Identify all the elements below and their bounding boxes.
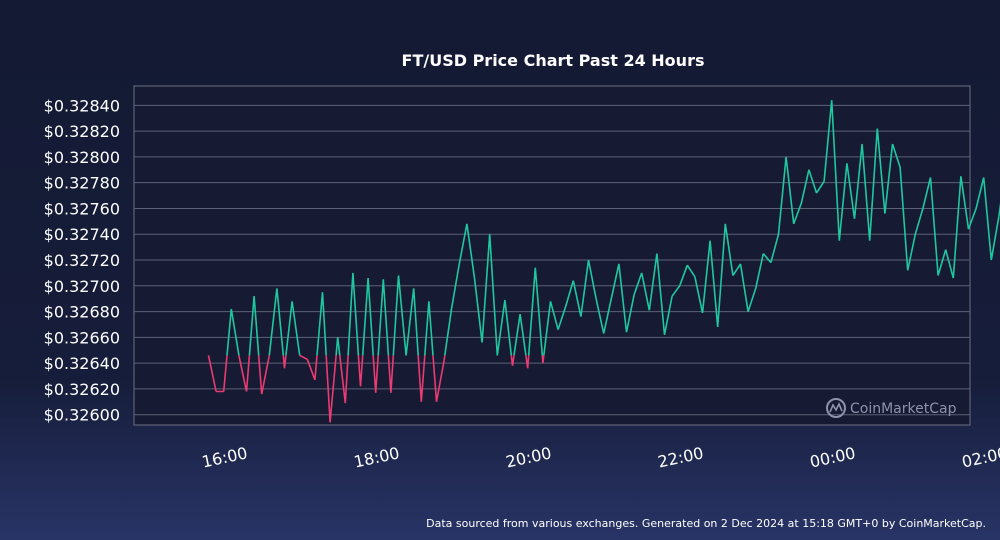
y-tick-label: $0.32760: [44, 199, 120, 218]
y-tick-label: $0.32620: [44, 380, 120, 399]
y-tick-label: $0.32800: [44, 148, 120, 167]
x-tick-label: 18:00: [352, 443, 401, 471]
plot-area: [133, 85, 971, 426]
x-tick-label: 02:00: [960, 443, 1000, 471]
x-tick-label: 22:00: [656, 443, 705, 471]
y-tick-label: $0.32700: [44, 277, 120, 296]
y-axis: $0.32600 $0.32620 $0.32640 $0.32660 $0.32680…: [44, 96, 120, 424]
y-tick-label: $0.32720: [44, 251, 120, 270]
y-tick-label: $0.32820: [44, 122, 120, 141]
price-line-below: [207, 354, 545, 423]
chart-title: FT/USD Price Chart Past 24 Hours: [402, 51, 705, 70]
y-tick-label: $0.32840: [44, 96, 120, 115]
coinmarketcap-logo-icon: [826, 398, 846, 418]
price-series: [207, 100, 1000, 423]
x-tick-label: 20:00: [504, 443, 553, 471]
footer-note: Data sourced from various exchanges. Gen…: [426, 517, 986, 530]
watermark-text: CoinMarketCap: [850, 401, 957, 417]
x-axis: 16:0018:0020:0022:0000:0002:0004:0006:00…: [200, 443, 1000, 471]
coinmarketcap-watermark: CoinMarketCap: [826, 398, 957, 418]
price-line-above: [226, 100, 1000, 356]
y-tick-label: $0.32680: [44, 303, 120, 322]
x-tick-label: 00:00: [808, 443, 857, 471]
x-tick-label: 16:00: [200, 443, 249, 471]
y-tick-label: $0.32660: [44, 328, 120, 347]
y-tick-label: $0.32600: [44, 406, 120, 425]
y-tick-label: $0.32780: [44, 174, 120, 193]
y-tick-label: $0.32740: [44, 225, 120, 244]
y-tick-label: $0.32640: [44, 354, 120, 373]
